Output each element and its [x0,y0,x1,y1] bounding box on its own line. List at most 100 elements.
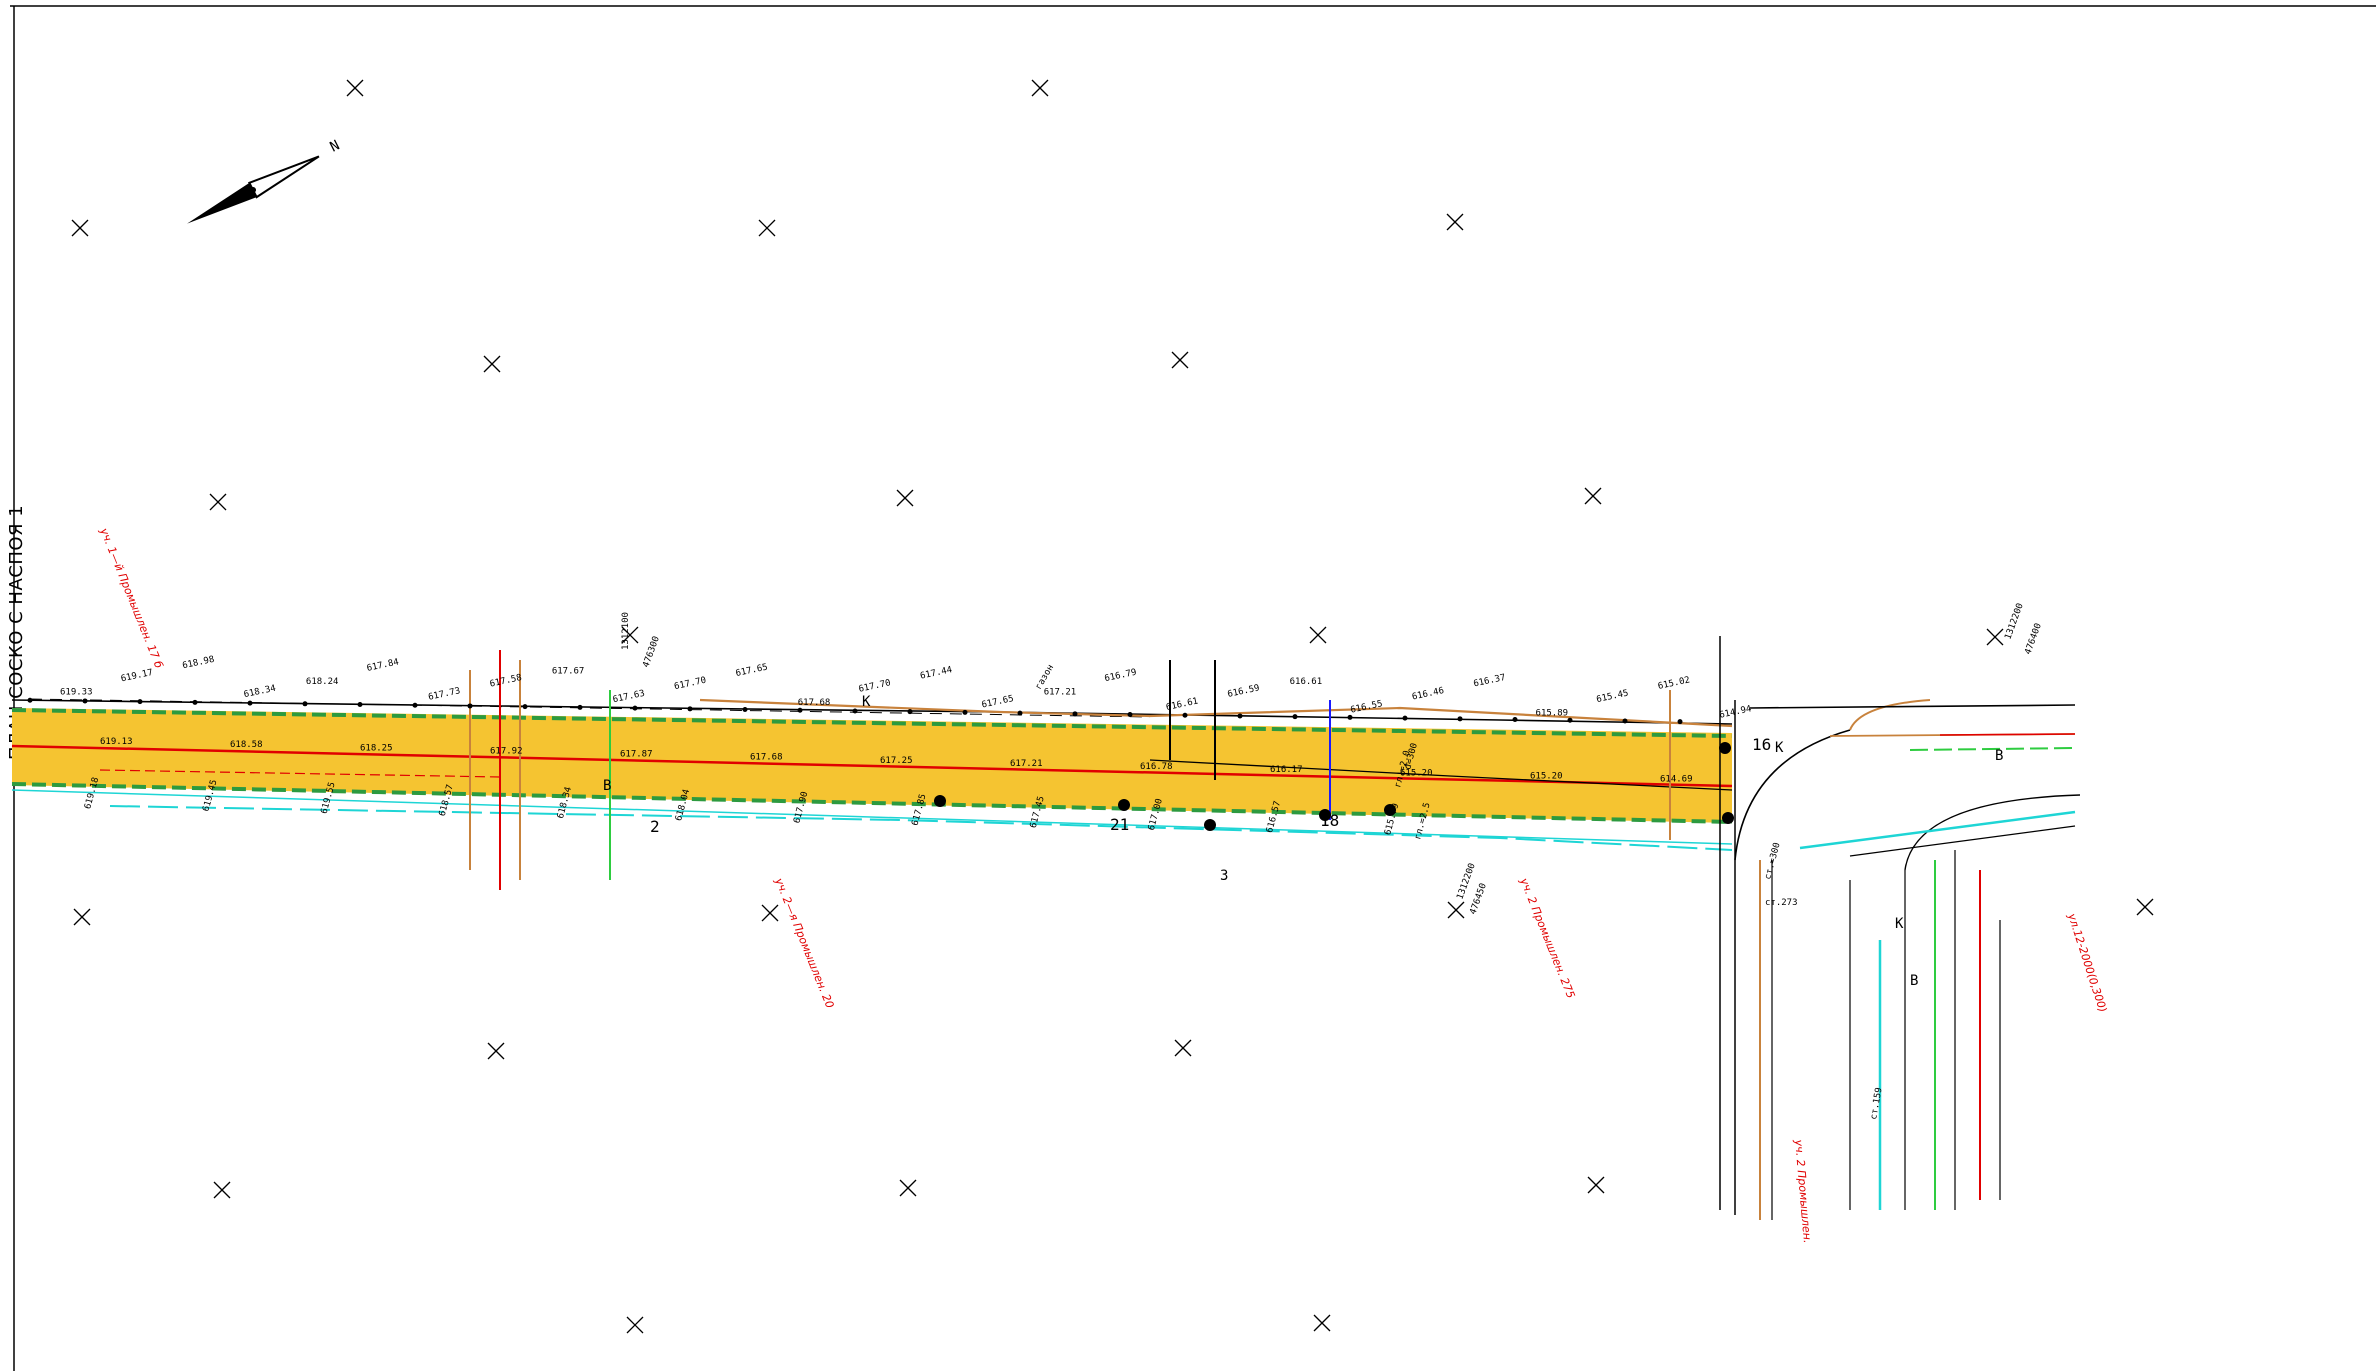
elevation-label-axis: 618.25 [360,743,393,753]
centerline-offset [99,769,501,778]
elevation-label-top: 617.73 [427,686,461,703]
elevation-label-top: 617.67 [552,667,585,677]
red-annotation: уч. 2 Промышлен. [1792,1138,1814,1244]
elevation-label-axis: 615.20 [1530,771,1563,781]
gas-line-top [699,698,1733,728]
survey-point [907,709,913,715]
grid-cross-stroke [2136,898,2154,916]
survey-point [467,703,473,709]
grid-cross-stroke [209,493,227,511]
grid-cross-stroke [758,219,776,237]
curb-return-right [1904,794,2081,871]
survey-point [1402,715,1408,721]
survey-point [577,704,583,710]
grid-cross [213,1181,231,1199]
north-arrow-head [247,155,320,199]
elevation-label-axis: 616.78 [1140,762,1173,772]
survey-point [1017,710,1023,716]
elevation-label-axis: 617.25 [880,756,913,766]
grid-cross-stroke [487,1042,505,1060]
elevation-label-top: 618.98 [182,655,216,672]
grid-cross-stroke [626,1316,644,1334]
elevation-label-top: 617.44 [919,665,953,682]
north-arrow-pivot [250,187,256,193]
grid-cross [626,1316,644,1334]
grid-cross [1313,1314,1331,1332]
survey-point [852,708,858,714]
map-label: 18 [1320,811,1339,830]
survey-point [962,709,968,715]
elevation-label-top: 616.46 [1411,686,1445,703]
map-label: В [1910,973,1918,989]
survey-point [742,707,748,713]
curb-return-left [1734,729,1851,861]
survey-point [1677,719,1683,725]
elevation-label-axis: 615.20 [1400,768,1433,778]
grid-cross-stroke [1171,351,1189,369]
elevation-label-axis: 616.17 [1270,765,1303,775]
map-label: 21 [1110,815,1129,834]
grid-cross-stroke [1174,1039,1192,1057]
coordinate-label: 1312100 [621,612,631,650]
red-line-right [1939,733,2076,736]
grid-cross [487,1042,505,1060]
survey-point [1292,714,1298,720]
road-centerline [11,744,1733,788]
grid-cross [1446,213,1464,231]
elevation-label-top: 617.58 [489,673,523,690]
grid-cross-stroke [1309,626,1327,644]
water-line-bottom [109,805,1733,851]
grid-cross [621,626,639,644]
grid-cross [758,219,776,237]
survey-point [82,698,88,704]
elevation-label-top: 616.55 [1350,699,1384,716]
elevation-label-top: 615.45 [1596,689,1630,706]
coordinate-label: 1312200 [2003,602,2025,641]
grid-cross-stroke [213,1181,231,1199]
elevation-label-top: 617.84 [366,657,400,674]
elevation-label-top: 617.70 [858,678,892,695]
survey-point [1347,714,1353,720]
grid-cross-stroke [761,904,779,922]
grid-cross [896,489,914,507]
elevation-label-axis: 618.58 [230,740,263,750]
grid-cross [2136,898,2154,916]
grid-cross-stroke [1313,1314,1331,1332]
elevation-label-axis: 617.92 [490,746,523,756]
survey-point [302,701,308,707]
survey-point [1567,717,1573,723]
grid-cross [346,79,364,97]
manhole-icon [1118,799,1130,811]
manhole-icon [1319,809,1331,821]
grid-cross [483,355,501,373]
elevation-label-top: 617.68 [798,698,831,708]
gas-curve [1849,699,1931,731]
grid-cross [1174,1039,1192,1057]
grid-cross-stroke [346,79,364,97]
elevation-label-axis: 614.69 [1660,775,1693,785]
survey-point [192,699,198,705]
survey-point [1182,712,1188,718]
survey-point [137,699,143,705]
survey-point [632,705,638,711]
grid-cross-stroke [899,1179,917,1197]
survey-point [1457,716,1463,722]
map-label: В [603,778,611,794]
survey-point [1127,712,1133,718]
elevation-label-top: 615.02 [1657,675,1691,692]
survey-point [797,707,803,713]
elevation-label-top: 615.89 [1536,708,1569,718]
grid-cross [71,219,89,237]
grid-cross [1447,901,1465,919]
survey-point [1512,717,1518,723]
manhole-icon [1204,819,1216,831]
water-line-right [1799,810,2076,850]
elevation-label-top: 616.59 [1227,683,1261,700]
map-label: 2 [650,817,660,836]
grid-cross-stroke [1587,1176,1605,1194]
elevation-label-top: 619.17 [120,668,154,685]
grid-cross-stroke [1446,213,1464,231]
grid-cross-stroke [483,355,501,373]
red-annotation: уч. 2—я Промышлен. 20 [772,875,837,1010]
